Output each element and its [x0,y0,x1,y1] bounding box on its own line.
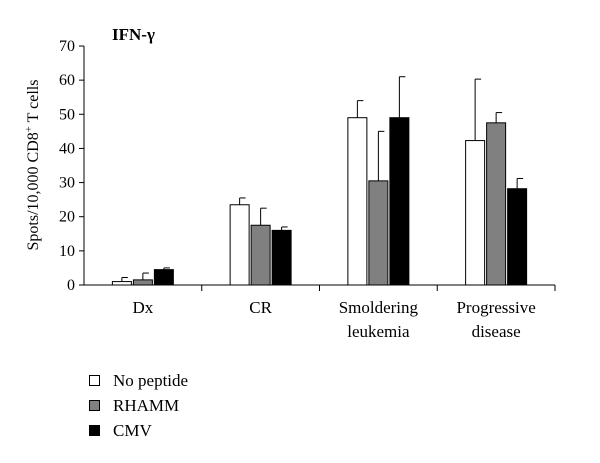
y-axis-label: Spots/10,000 CD8+ T cells [23,80,42,251]
legend-label-rhamm: RHAMM [113,396,180,415]
y-tick-label-20: 20 [59,209,75,226]
bar-no-peptide-3 [465,140,486,286]
legend-swatch-rhamm [89,400,100,411]
y-tick-label-30: 30 [59,175,75,192]
bar-no-peptide-2 [347,117,368,286]
bar-cmv-2 [389,117,410,286]
legend-item-rhamm: RHAMM [89,393,188,418]
svg-text:Spots/10,000 CD8+ T cells: Spots/10,000 CD8+ T cells [23,80,42,251]
bar-cmv-0 [153,269,174,286]
legend-item-cmv: CMV [89,418,188,443]
legend-swatch-cmv [89,425,100,436]
y-tick-label-60: 60 [59,72,75,89]
bar-rhamm-0 [132,279,153,286]
y-axis-label-sup: + [23,126,35,132]
y-tick-label-10: 10 [59,243,75,260]
y-axis-label-main: Spots/10,000 CD8 [25,132,42,250]
y-axis-label-tail: T cells [25,80,42,127]
bar-cmv-3 [507,188,528,286]
bar-no-peptide-1 [229,204,250,286]
bar-rhamm-1 [250,224,271,286]
y-tick-label-40: 40 [59,140,75,157]
bar-rhamm-3 [486,122,507,286]
x-tick-label-3: Progressive disease [456,298,535,341]
bar-no-peptide-0 [111,281,132,286]
x-tick-label-0: Dx [132,298,153,317]
legend-item-no-peptide: No peptide [89,368,188,393]
legend-swatch-no-peptide [89,375,100,386]
legend-label-cmv: CMV [113,421,152,440]
y-tick-label-50: 50 [59,106,75,123]
plot-area: 0 10 20 30 40 50 60 70 Dx CR Smoldering leukemia Pro… [59,38,556,341]
chart-title: IFN-γ [112,25,155,44]
bar-cmv-1 [271,229,292,286]
legend: No peptide RHAMM CMV [89,368,188,443]
bar-rhamm-2 [368,180,389,286]
y-tick-label-0: 0 [67,277,75,294]
x-tick-label-1: CR [249,298,272,317]
legend-label-no-peptide: No peptide [113,371,189,390]
x-tick-label-2: Smoldering leukemia [339,298,419,341]
y-tick-label-70: 70 [59,38,75,55]
